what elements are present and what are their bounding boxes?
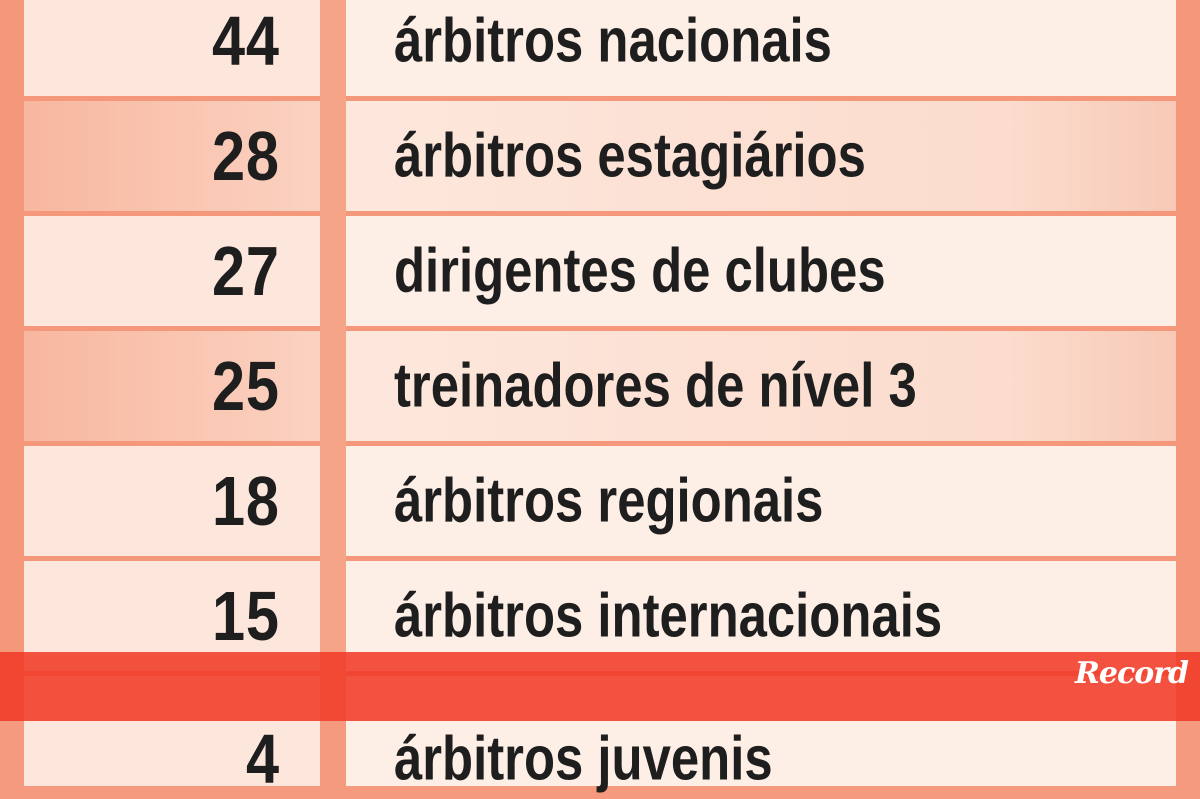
label: árbitros regionais xyxy=(394,466,824,536)
count: 18 xyxy=(212,462,280,540)
label: árbitros internacionais xyxy=(394,581,943,651)
count: 44 xyxy=(212,2,280,80)
footer-banner xyxy=(0,652,1200,721)
column-divider xyxy=(320,0,346,721)
table-row: 18 árbitros regionais xyxy=(24,446,1176,556)
table-row: 44 árbitros nacionais xyxy=(24,0,1176,96)
record-logo: Record xyxy=(1074,656,1189,691)
count: 15 xyxy=(212,577,280,655)
label: árbitros estagiários xyxy=(394,121,866,191)
stats-table: 44 árbitros nacionais 28 árbitros estagiár… xyxy=(24,0,1176,798)
table-row: 25 treinadores de nível 3 xyxy=(24,331,1176,441)
label: dirigentes de clubes xyxy=(394,236,886,306)
label: árbitros nacionais xyxy=(394,6,832,76)
count: 27 xyxy=(212,232,280,310)
table-row: 28 árbitros estagiários xyxy=(24,101,1176,211)
table-row: 27 dirigentes de clubes xyxy=(24,216,1176,326)
count: 25 xyxy=(212,347,280,425)
count: 4 xyxy=(246,719,280,798)
label: árbitros juvenis xyxy=(394,724,773,793)
count: 28 xyxy=(212,117,280,195)
label: treinadores de nível 3 xyxy=(394,351,917,421)
